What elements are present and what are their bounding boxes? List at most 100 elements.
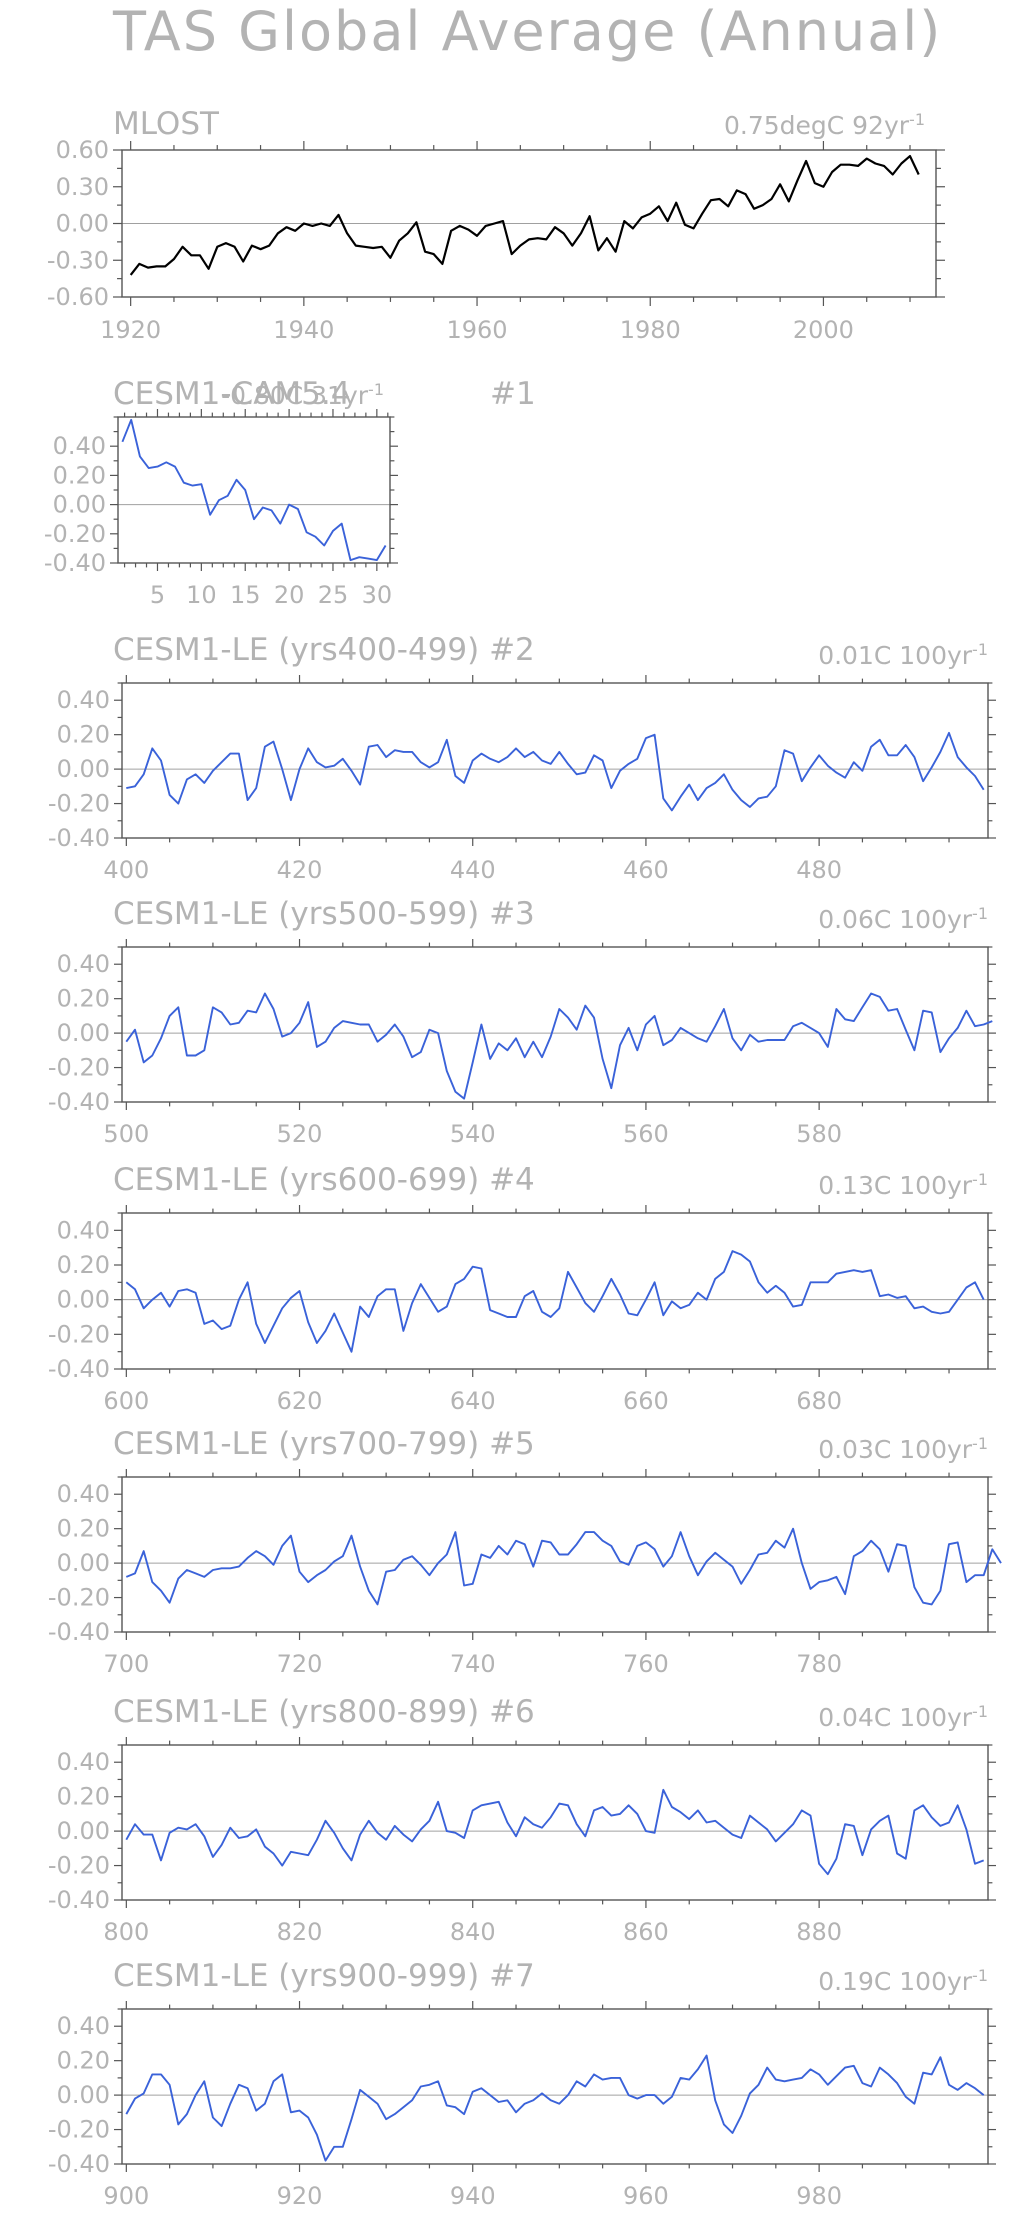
x-tick-label: 580 xyxy=(796,1120,842,1148)
series-line xyxy=(125,1250,985,1353)
chart-panel-4: CESM1-LE (yrs500-599) #3 0.06C 100yr-1 -0.… xyxy=(48,896,996,1148)
trend-label: 0.03C 100yr-1 xyxy=(818,1434,988,1464)
x-tick-label: 25 xyxy=(318,581,349,609)
chart-panel-8: CESM1-LE (yrs900-999) #7 0.19C 100yr-1 -0.… xyxy=(48,1958,996,2210)
x-tick-label: 15 xyxy=(230,581,261,609)
y-tick-label: 0.00 xyxy=(57,1286,110,1314)
x-tick-label: 420 xyxy=(277,856,323,884)
y-tick-label: 0.00 xyxy=(56,210,109,238)
x-tick-label: 1960 xyxy=(447,316,508,344)
trend-label: 0.04C 100yr-1 xyxy=(818,1702,988,1732)
plot-frame xyxy=(121,946,989,1103)
x-tick-label: 780 xyxy=(796,1650,842,1678)
y-tick-label: -0.40 xyxy=(48,1618,110,1646)
chart-panel-2: CESM1-CAM5.4-0.80C 31yr-1 #1 -0.40-0.200.0… xyxy=(44,376,536,609)
x-tick-label: 860 xyxy=(623,1918,669,1946)
x-tick-label: 540 xyxy=(450,1120,496,1148)
series-line xyxy=(125,1527,1002,1606)
plot-frame xyxy=(121,2008,989,2165)
trend-label: -0.80C 31yr-1 xyxy=(221,380,384,410)
series-line xyxy=(126,731,985,812)
panel-title: CESM1-LE (yrs400-499) #2 xyxy=(113,632,535,668)
y-tick-label: 0.00 xyxy=(53,491,106,519)
series-line xyxy=(125,1788,985,1876)
x-tick-label: 760 xyxy=(623,1650,669,1678)
chart-panel-1: MLOST 0.75degC 92yr-1 -0.60 -0.30 0.00 0.30 0.… xyxy=(47,106,945,344)
run-label: #1 xyxy=(490,376,536,412)
trend-unit-exponent: -1 xyxy=(909,110,925,129)
y-tick-label: 0.40 xyxy=(53,432,106,460)
x-tick-label: 940 xyxy=(450,2182,496,2210)
panel-title: CESM1-LE (yrs800-899) #6 xyxy=(113,1694,535,1730)
y-tick-label: 0.40 xyxy=(57,1216,110,1244)
x-tick-label: 1980 xyxy=(620,316,681,344)
plot-frame xyxy=(117,416,391,564)
chart-panel-6: CESM1-LE (yrs700-799) #5 0.03C 100yr-1 -0.… xyxy=(48,1426,1002,1678)
y-tick-label: 0.40 xyxy=(57,686,110,714)
panel-title: CESM1-LE (yrs900-999) #7 xyxy=(113,1958,535,1994)
y-tick-label: 0.00 xyxy=(57,1019,110,1047)
y-tick-label: -0.20 xyxy=(44,520,106,548)
y-tick-label: 0.60 xyxy=(56,136,109,164)
panels: MLOST 0.75degC 92yr-1 -0.60 -0.30 0.00 0.30 0.… xyxy=(44,106,1002,2210)
y-tick-label: 0.20 xyxy=(57,985,110,1013)
trend-unit-exponent: -1 xyxy=(972,640,988,659)
y-tick-label: -0.20 xyxy=(48,1054,110,1082)
panel-title: CESM1-LE (yrs500-599) #3 xyxy=(113,896,535,932)
trend-unit-exponent: -1 xyxy=(368,380,384,399)
x-tick-label: 2000 xyxy=(793,316,854,344)
panel-title: CESM1-LE (yrs700-799) #5 xyxy=(113,1426,535,1462)
x-tick-label: 640 xyxy=(450,1387,496,1415)
trend-label: 0.75degC 92yr-1 xyxy=(724,110,925,140)
x-tick-label: 920 xyxy=(277,2182,323,2210)
y-tick-label: -0.20 xyxy=(48,1320,110,1348)
x-tick-label: 500 xyxy=(103,1120,149,1148)
y-tick-label: 0.20 xyxy=(53,461,106,489)
plot-frame xyxy=(121,1212,989,1370)
series-line xyxy=(129,155,920,276)
x-tick-label: 840 xyxy=(450,1918,496,1946)
trend-unit-exponent: -1 xyxy=(972,1434,988,1453)
x-tick-label: 900 xyxy=(103,2182,149,2210)
y-tick-label: 0.40 xyxy=(57,1480,110,1508)
plot-frame xyxy=(121,1744,989,1901)
x-tick-label: 5 xyxy=(150,581,165,609)
x-tick-label: 880 xyxy=(796,1918,842,1946)
x-tick-label: 1940 xyxy=(273,316,334,344)
panel-title: CESM1-CAM5.4 xyxy=(113,376,350,412)
y-tick-label: 0.40 xyxy=(57,2012,110,2040)
trend-label: 0.01C 100yr-1 xyxy=(818,640,988,670)
y-tick-label: -0.30 xyxy=(47,246,109,274)
y-tick-label: -0.60 xyxy=(47,283,109,311)
y-tick-label: -0.40 xyxy=(48,824,110,852)
y-tick-label: 0.00 xyxy=(57,755,110,783)
y-tick-label: -0.40 xyxy=(48,1355,110,1383)
x-tick-label: 480 xyxy=(796,856,842,884)
trend-label: 0.06C 100yr-1 xyxy=(818,904,988,934)
x-tick-label: 960 xyxy=(623,2182,669,2210)
x-tick-label: 440 xyxy=(450,856,496,884)
y-tick-label: 0.40 xyxy=(57,1748,110,1776)
y-tick-label: 0.00 xyxy=(57,1817,110,1845)
x-tick-label: 520 xyxy=(277,1120,323,1148)
panel-title: MLOST xyxy=(113,106,220,142)
y-tick-label: -0.20 xyxy=(48,2116,110,2144)
x-tick-label: 800 xyxy=(103,1918,149,1946)
y-tick-label: -0.40 xyxy=(48,1088,110,1116)
y-tick-label: -0.20 xyxy=(48,1584,110,1612)
trend-unit-exponent: -1 xyxy=(972,904,988,923)
chart-panel-3: CESM1-LE (yrs400-499) #2 0.01C 100yr-1 -0.… xyxy=(48,632,996,884)
x-tick-label: 10 xyxy=(186,581,217,609)
x-tick-label: 460 xyxy=(623,856,669,884)
y-tick-label: 0.20 xyxy=(57,1783,110,1811)
x-tick-label: 560 xyxy=(623,1120,669,1148)
x-tick-label: 400 xyxy=(103,856,149,884)
y-tick-label: 0.00 xyxy=(57,2081,110,2109)
x-tick-label: 820 xyxy=(277,1918,323,1946)
x-tick-label: 740 xyxy=(450,1650,496,1678)
y-tick-label: -0.40 xyxy=(48,2150,110,2178)
plot-frame xyxy=(121,682,989,839)
panel-title: CESM1-LE (yrs600-699) #4 xyxy=(113,1162,535,1198)
y-tick-label: 0.30 xyxy=(56,173,109,201)
